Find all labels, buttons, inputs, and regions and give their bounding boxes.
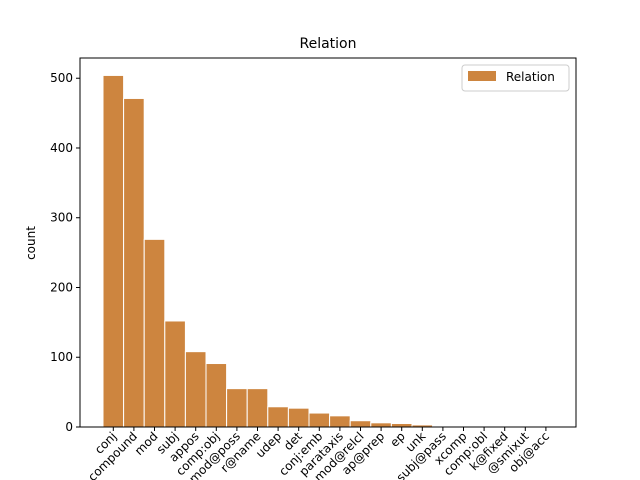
bar xyxy=(205,363,228,428)
y-tick-label: 400 xyxy=(50,141,73,155)
bar xyxy=(226,388,248,428)
y-tick-label: 500 xyxy=(50,71,73,85)
bar xyxy=(123,97,145,428)
bar xyxy=(287,407,310,428)
bar xyxy=(184,351,207,428)
bar xyxy=(329,415,351,428)
bar xyxy=(390,423,413,428)
bar xyxy=(349,420,372,428)
y-tick-label: 200 xyxy=(50,280,73,294)
bar xyxy=(308,412,331,428)
legend-swatch xyxy=(468,71,496,81)
bar xyxy=(370,422,392,428)
bar xyxy=(246,388,269,428)
bar xyxy=(267,406,289,428)
chart-title: Relation xyxy=(300,36,357,52)
y-tick-label: 100 xyxy=(50,350,73,364)
legend-label: Relation xyxy=(506,70,555,84)
bar xyxy=(164,320,186,428)
y-tick-label: 300 xyxy=(50,211,73,225)
y-axis-label: count xyxy=(24,226,38,260)
y-tick-label: 0 xyxy=(65,420,73,434)
bar xyxy=(143,238,166,428)
plot-frame xyxy=(79,57,577,428)
bar xyxy=(102,74,125,428)
